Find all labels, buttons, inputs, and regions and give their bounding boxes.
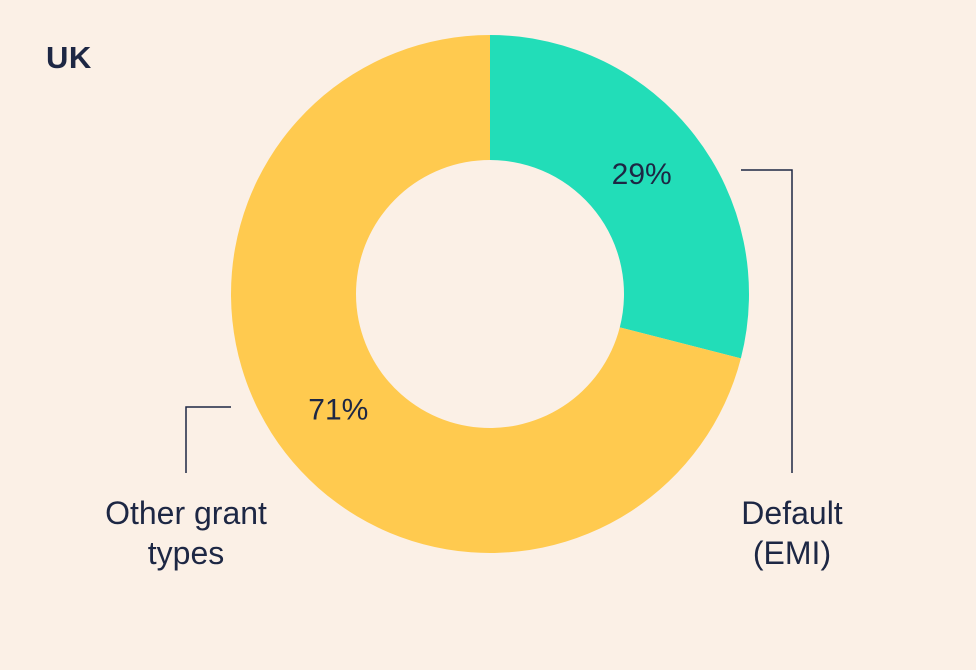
leader-lines: [185, 169, 793, 473]
slice-label-other-line1: Other grant: [105, 495, 267, 531]
slice-default-emi-value-label: 29%: [612, 158, 672, 191]
leader-line-other: [185, 406, 231, 473]
slice-label-other-grant-types: Other grant types: [76, 493, 296, 573]
value-labels: 29% 71%: [308, 158, 671, 426]
slice-label-default-emi: Default (EMI): [706, 493, 878, 573]
slice-label-other-line2: types: [147, 535, 225, 571]
slice-label-default-line2: (EMI): [752, 535, 832, 571]
slice-other-grant-types-value-label: 71%: [308, 394, 368, 427]
slice-default-emi: [490, 35, 749, 359]
slice-other-grant-types: [231, 35, 741, 553]
chart-title: UK: [46, 40, 92, 75]
slice-label-default-line1: Default: [741, 495, 843, 531]
leader-line-default: [741, 169, 793, 473]
slices-group: [231, 35, 749, 553]
